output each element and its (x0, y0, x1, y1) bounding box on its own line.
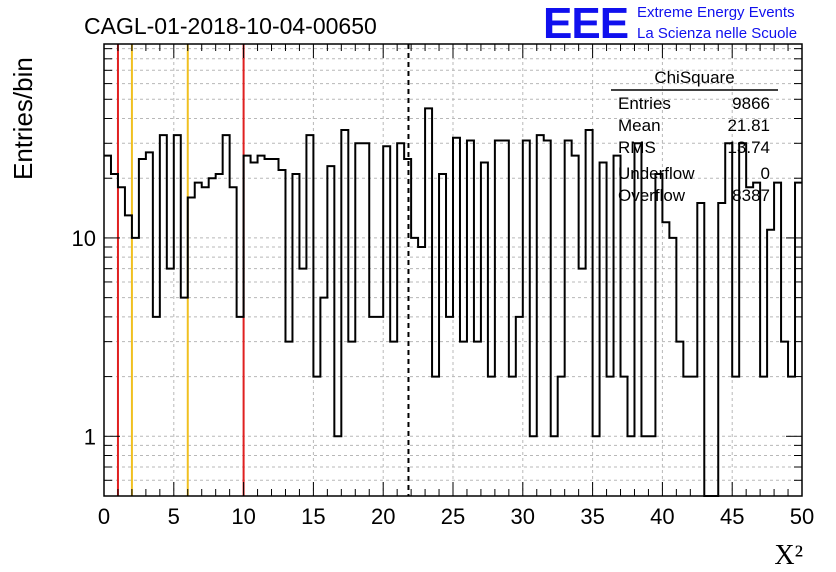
x-tick-label: 50 (790, 504, 814, 529)
x-tick-label: 45 (720, 504, 744, 529)
tick-labels: 0 5 10 15 20 25 30 35 40 45 50 1 10 (72, 226, 815, 529)
x-tick-label: 25 (441, 504, 465, 529)
y-tick-label: 1 (84, 424, 96, 449)
logo-line-2: La Scienza nelle Scuole (637, 25, 798, 42)
x-tick-label: 40 (650, 504, 674, 529)
histogram-outline (104, 107, 802, 497)
stats-box-name: ChiSquare (654, 68, 735, 87)
stats-label-rms: RMS (618, 138, 656, 157)
eee-logo: EEE (543, 0, 629, 48)
chart-title: CAGL-01-2018-10-04-00650 (84, 13, 377, 39)
x-axis-label: X² (774, 540, 803, 571)
y-tick-label: 10 (72, 226, 96, 251)
x-tick-label: 5 (168, 504, 180, 529)
x-tick-label: 35 (580, 504, 604, 529)
x-tick-label: 20 (371, 504, 395, 529)
stats-label-underflow: Underflow (618, 164, 695, 183)
x-tick-label: 30 (511, 504, 535, 529)
stats-label-mean: Mean (618, 116, 661, 135)
y-axis-label: Entries/bin (8, 57, 38, 180)
stats-label-overflow: Overflow (618, 186, 686, 205)
x-tick-label: 0 (98, 504, 110, 529)
x-tick-label: 10 (231, 504, 255, 529)
stats-value-mean: 21.81 (727, 116, 770, 135)
stats-label-entries: Entries (618, 94, 671, 113)
stats-value-underflow: 0 (760, 164, 770, 183)
stats-value-overflow: 8387 (732, 186, 770, 205)
x-tick-label: 15 (301, 504, 325, 529)
axis-ticks (103, 44, 803, 496)
logo-line-1: Extreme Energy Events (637, 4, 795, 21)
stats-value-rms: 13.74 (727, 138, 770, 157)
stats-value-entries: 9866 (732, 94, 770, 113)
